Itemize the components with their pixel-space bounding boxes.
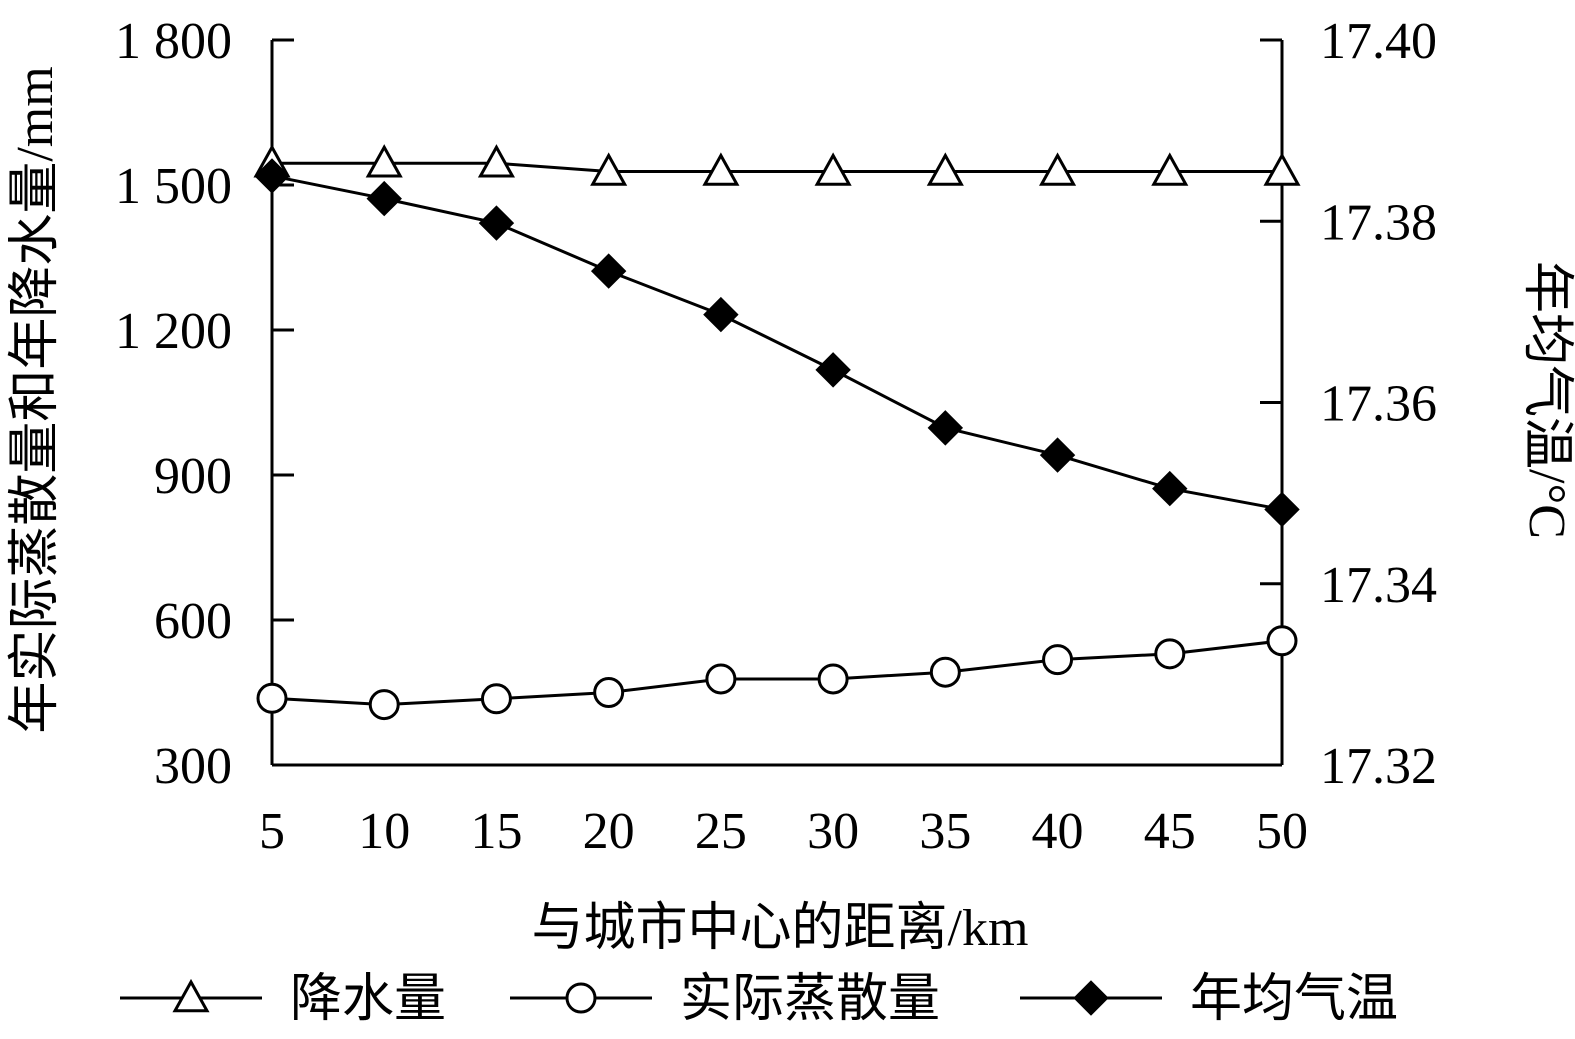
y-right-tick-label: 17.38 [1320,194,1437,251]
data-point [590,152,628,186]
series-2 [256,625,1298,721]
x-tick-label: 25 [695,803,747,860]
data-point [1039,437,1076,473]
x-axis-title: 与城市中心的距离/km [532,900,1029,957]
y-axis-left-title: 年实际蒸散量和年降水量/mm [7,66,64,733]
data-point [590,253,627,289]
y-right-tick-label: 17.36 [1320,376,1437,433]
data-point [1264,491,1300,528]
data-point [1152,470,1188,507]
legend-marker [565,982,597,1014]
data-point [926,152,964,186]
axes: 300 600 900 1 200 1 500 1 800 17.32 17.34 17.36 1… [115,13,1437,860]
data-point [927,410,964,446]
data-point [1263,152,1301,186]
data-point [814,152,852,186]
legend-item: 实际蒸散量 [510,971,940,1028]
series-3 [254,158,1300,528]
data-point [368,689,400,721]
y-right-tick-label: 17.32 [1320,738,1437,795]
x-tick-label: 30 [807,803,859,860]
x-tick-label: 35 [919,803,971,860]
data-point [593,677,625,708]
x-tick-label: 20 [583,803,635,860]
x-tick-label: 5 [259,803,285,860]
y-left-tick-label: 600 [154,593,232,650]
data-point [1266,625,1298,657]
data-point [815,352,851,388]
data-point [1042,644,1074,676]
data-point [1039,152,1077,186]
legend-item: 年均气温 [1020,971,1398,1028]
y-right-tick-label: 17.40 [1320,13,1437,70]
y-axis-right-title: 年均气温/°C [1518,261,1575,539]
legend-label: 实际蒸散量 [680,971,940,1028]
series-line [272,161,1282,173]
y-left-tick-label: 300 [154,738,232,795]
data-point [365,144,403,178]
series-layer [253,144,1301,721]
series-1 [253,144,1301,186]
x-tick-label: 10 [358,803,410,860]
series-line [271,174,1283,511]
y-left-tick-label: 1 500 [115,158,232,215]
data-point [480,683,512,715]
data-point [929,656,961,688]
data-point [702,152,740,186]
legend-marker [172,978,210,1013]
data-point [705,663,737,695]
legend-label: 降水量 [290,971,446,1028]
x-tick-label: 40 [1032,803,1084,860]
legend: 降水量 实际蒸散量 年均气温 [120,971,1398,1028]
series-line [271,639,1283,707]
y-left-tick-label: 1 200 [115,303,232,360]
y-left-tick-label: 900 [154,448,232,505]
data-point [366,180,402,217]
data-point [254,158,290,194]
legend-label: 年均气温 [1190,971,1398,1028]
legend-item: 降水量 [120,971,446,1028]
legend-marker [1073,980,1109,1016]
x-tick-label: 50 [1256,803,1308,860]
x-tick-label: 45 [1144,803,1196,860]
data-point [703,296,739,333]
data-point [1154,638,1186,670]
data-point [478,205,515,241]
data-point [477,144,515,178]
data-point [1151,152,1189,186]
x-tick-label: 15 [470,803,522,860]
data-point [256,682,288,714]
y-right-tick-label: 17.34 [1320,557,1437,614]
y-left-tick-label: 1 800 [115,13,232,70]
data-point [817,663,849,695]
